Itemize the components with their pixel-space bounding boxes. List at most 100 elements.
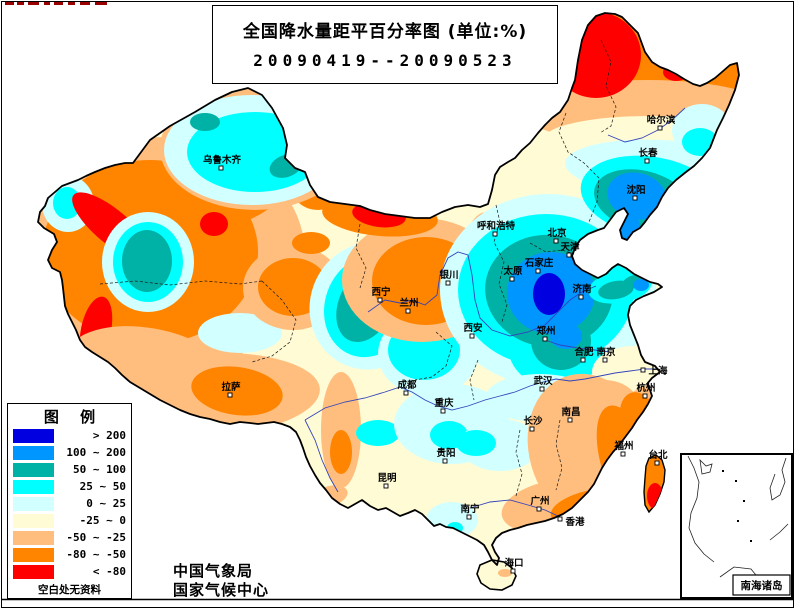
legend-label: 0 ~ 25 <box>86 497 126 510</box>
city-label: 石家庄 <box>524 257 554 269</box>
city-marker <box>567 417 573 423</box>
city-marker <box>632 195 638 201</box>
legend-row: 25 ~ 50 <box>8 478 131 495</box>
credit-line1: 中国气象局 <box>173 562 254 580</box>
city: 呼和浩特 <box>477 220 516 237</box>
south-china-sea-inset: 南海诸岛 <box>680 453 793 599</box>
city: 太原 <box>503 265 523 282</box>
city: 福州 <box>613 440 634 457</box>
city-marker <box>642 393 648 399</box>
city-label: 上海 <box>648 365 668 377</box>
legend-label: 100 ~ 200 <box>66 446 126 459</box>
city: 台北 <box>648 449 668 466</box>
city-marker <box>466 514 472 520</box>
city-label: 武汉 <box>533 375 553 387</box>
city-label: 成都 <box>397 379 417 391</box>
city-marker <box>578 294 584 300</box>
city-label: 北京 <box>547 227 567 239</box>
legend-label: -50 ~ -25 <box>66 531 126 544</box>
city-label: 南京 <box>596 346 616 358</box>
city: 上海 <box>640 365 668 377</box>
city-marker <box>440 408 446 414</box>
city: 南昌 <box>561 406 581 423</box>
city: 重庆 <box>434 397 454 414</box>
legend-no-data-note: 空白处无资料 <box>38 584 101 596</box>
legend-row: 50 ~ 100 <box>8 461 131 478</box>
city: 成都 <box>397 379 417 396</box>
city: 海口 <box>504 557 524 574</box>
city-label: 沈阳 <box>626 184 645 196</box>
city-label: 哈尔滨 <box>647 114 676 126</box>
city: 南宁 <box>460 503 480 520</box>
city-label: 南宁 <box>460 503 480 515</box>
city-label: 银川 <box>439 269 458 281</box>
title-box: 全国降水量距平百分率图 (单位:%) 20090419--20090523 <box>212 5 558 84</box>
city-label: 合肥 <box>574 346 594 358</box>
legend-label: 25 ~ 50 <box>79 480 126 493</box>
city-label: 福州 <box>613 440 633 452</box>
hainan-island <box>476 559 517 591</box>
city-marker <box>383 483 389 489</box>
city: 香港 <box>557 516 585 528</box>
city: 哈尔滨 <box>647 114 676 131</box>
city: 乌鲁木齐 <box>203 154 242 171</box>
city: 拉萨 <box>221 381 241 398</box>
city-label: 天津 <box>560 241 580 253</box>
city: 西安 <box>463 322 483 339</box>
city-marker <box>640 367 646 373</box>
city-label: 广州 <box>530 495 549 507</box>
city-marker <box>654 460 660 466</box>
city-marker <box>553 238 559 244</box>
city-marker <box>529 426 535 432</box>
city-label: 昆明 <box>377 473 397 484</box>
city: 杭州 <box>636 382 656 399</box>
city: 长沙 <box>523 415 543 432</box>
legend-swatch <box>13 496 54 511</box>
china-outline <box>37 12 740 566</box>
clipped-top-text-fragment <box>5 2 107 5</box>
city-label: 乌鲁木齐 <box>203 154 242 166</box>
city-label: 西安 <box>463 322 483 334</box>
city-marker <box>510 568 516 574</box>
city-label: 贵阳 <box>436 447 455 459</box>
legend-swatch <box>13 547 54 562</box>
legend-swatch <box>13 513 54 528</box>
city-label: 海口 <box>504 557 523 569</box>
city-marker <box>620 451 626 457</box>
city: 西宁 <box>371 286 391 303</box>
city-label: 西宁 <box>371 286 391 298</box>
legend-row: < -80 <box>8 563 131 580</box>
legend-label: > 200 <box>92 429 126 442</box>
city-marker <box>469 333 475 339</box>
city-label: 台北 <box>648 449 668 461</box>
city: 郑州 <box>536 325 556 342</box>
city-marker <box>403 390 409 396</box>
legend-swatch <box>13 530 54 545</box>
legend-row: > 200 <box>8 427 131 444</box>
city-label: 长沙 <box>523 415 543 427</box>
inset-label-box <box>732 574 791 596</box>
city-marker <box>442 458 448 464</box>
credit: 中国气象局 国家气候中心 <box>173 562 269 600</box>
city-marker <box>218 165 224 171</box>
inset-label: 南海诸岛 <box>741 579 783 592</box>
city-marker <box>536 506 542 512</box>
legend-swatch <box>13 462 54 477</box>
credit-line2: 国家气候中心 <box>173 581 270 599</box>
city: 济南 <box>572 283 592 300</box>
city-marker <box>557 516 563 522</box>
province-borders <box>99 39 617 497</box>
legend-row: -80 ~ -50 <box>8 546 131 563</box>
city-marker <box>566 252 572 258</box>
city-label: 呼和浩特 <box>477 220 516 232</box>
city-label: 杭州 <box>636 382 655 394</box>
city: 贵阳 <box>436 447 456 464</box>
city: 广州 <box>530 495 550 512</box>
city: 北京 <box>547 227 567 244</box>
city: 合肥 <box>574 346 594 363</box>
city-marker <box>377 297 383 303</box>
date-range: 20090419--20090523 <box>253 51 517 70</box>
legend: 图 例 > 200 100 ~ 200 50 ~ 100 25 ~ 50 0 ~ 25 -… <box>7 403 132 599</box>
